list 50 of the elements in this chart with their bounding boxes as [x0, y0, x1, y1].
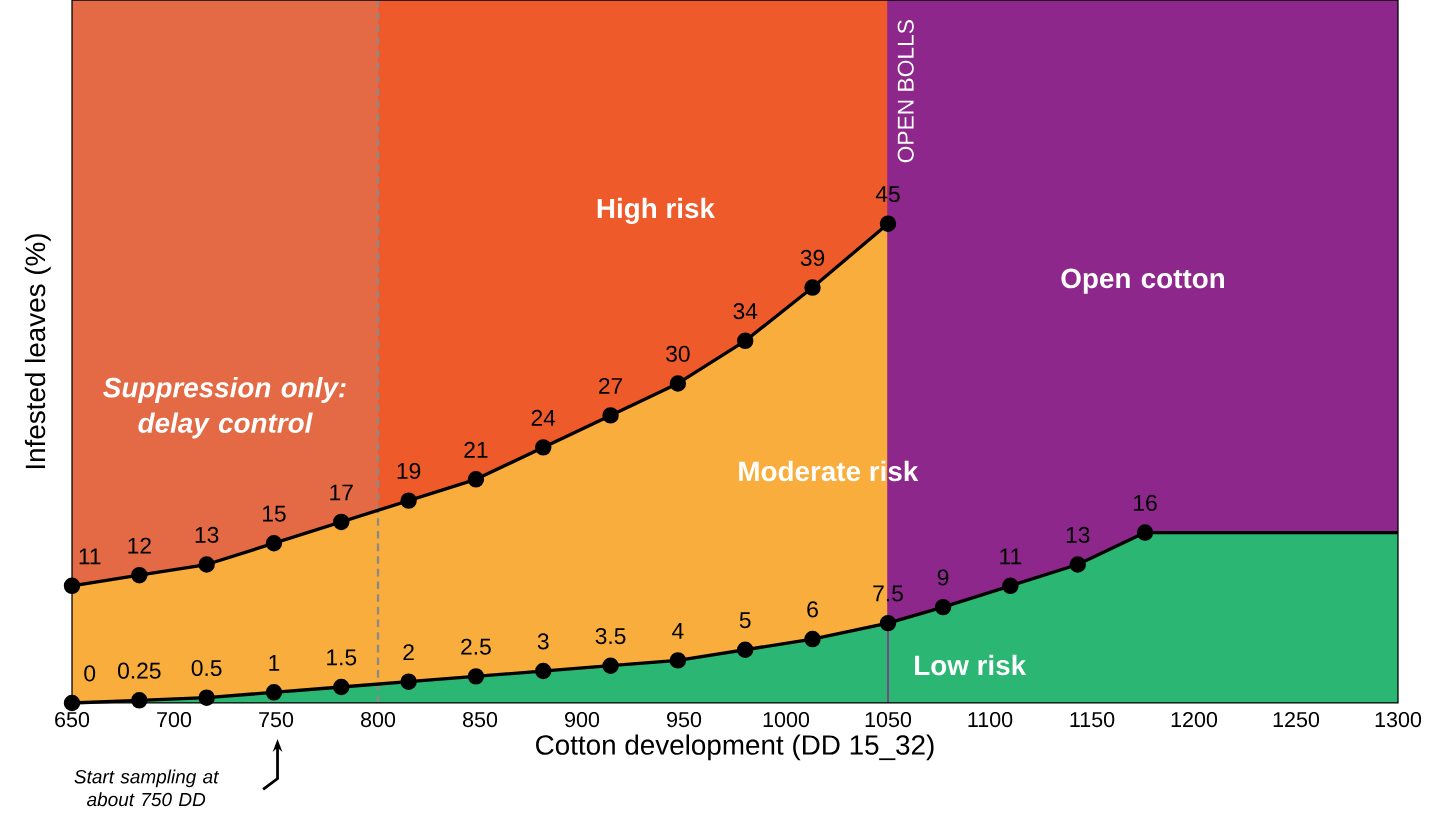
data-label: 0 — [84, 665, 96, 682]
band-label: Suppression only: delay control — [103, 377, 346, 439]
x-tick-label: 750 — [259, 711, 294, 728]
x-tick-label: 1250 — [1273, 711, 1320, 728]
x-tick-label: 1100 — [968, 711, 1013, 728]
x-axis-title: Cotton development (DD 15_32) — [536, 734, 934, 761]
data-label: 11 — [1000, 548, 1022, 565]
data-label: 17 — [330, 484, 353, 501]
y-axis-title: Infested leaves (%) — [24, 234, 51, 469]
x-tick-label: 1000 — [763, 711, 810, 728]
data-label: 39 — [800, 249, 825, 267]
data-label: 13 — [195, 526, 219, 543]
data-label: 19 — [397, 462, 421, 480]
data-label: 5 — [739, 612, 751, 629]
data-label: 21 — [464, 441, 488, 458]
data-label: 30 — [666, 345, 690, 362]
x-tick-label: 700 — [157, 711, 192, 728]
data-label: 15 — [263, 505, 286, 522]
data-label: 9 — [937, 569, 949, 586]
ref-line-label: OPEN BOLLS — [897, 20, 914, 163]
band-label: Open cotton — [1061, 268, 1224, 294]
data-label: 1.5 — [327, 649, 357, 666]
x-tick-label: 900 — [565, 711, 600, 728]
data-label: 4 — [672, 623, 684, 639]
annotation: Low risk — [915, 654, 1027, 676]
x-tick-label: 1300 — [1375, 711, 1422, 728]
x-tick-label: 1050 — [865, 711, 912, 728]
data-label: 24 — [531, 409, 556, 426]
x-tick-label: 650 — [55, 711, 90, 728]
x-tick-label: 1150 — [1070, 711, 1115, 728]
data-label: 2.5 — [461, 638, 491, 655]
data-label: 0.25 — [118, 662, 161, 679]
annotation: High risk — [597, 197, 716, 224]
data-label: 16 — [1134, 494, 1157, 511]
x-tick-label: 850 — [463, 711, 498, 728]
x-tick-label: 1200 — [1171, 711, 1218, 728]
data-label: 27 — [599, 377, 623, 394]
data-label: 1 — [269, 655, 280, 671]
data-label: 13 — [1066, 526, 1090, 543]
data-label: 2 — [403, 644, 414, 661]
text: Start sampling at about 750 DD — [74, 769, 220, 807]
data-label: 34 — [733, 303, 758, 320]
data-label: 3 — [537, 633, 549, 650]
data-label: 0.5 — [191, 659, 222, 677]
x-tick-label: 800 — [361, 711, 396, 728]
data-label: 6 — [807, 601, 818, 618]
data-label: 12 — [128, 537, 151, 554]
data-label: 3.5 — [595, 627, 626, 645]
x-tick-label: 950 — [667, 711, 702, 728]
data-label: 11 — [79, 548, 101, 565]
